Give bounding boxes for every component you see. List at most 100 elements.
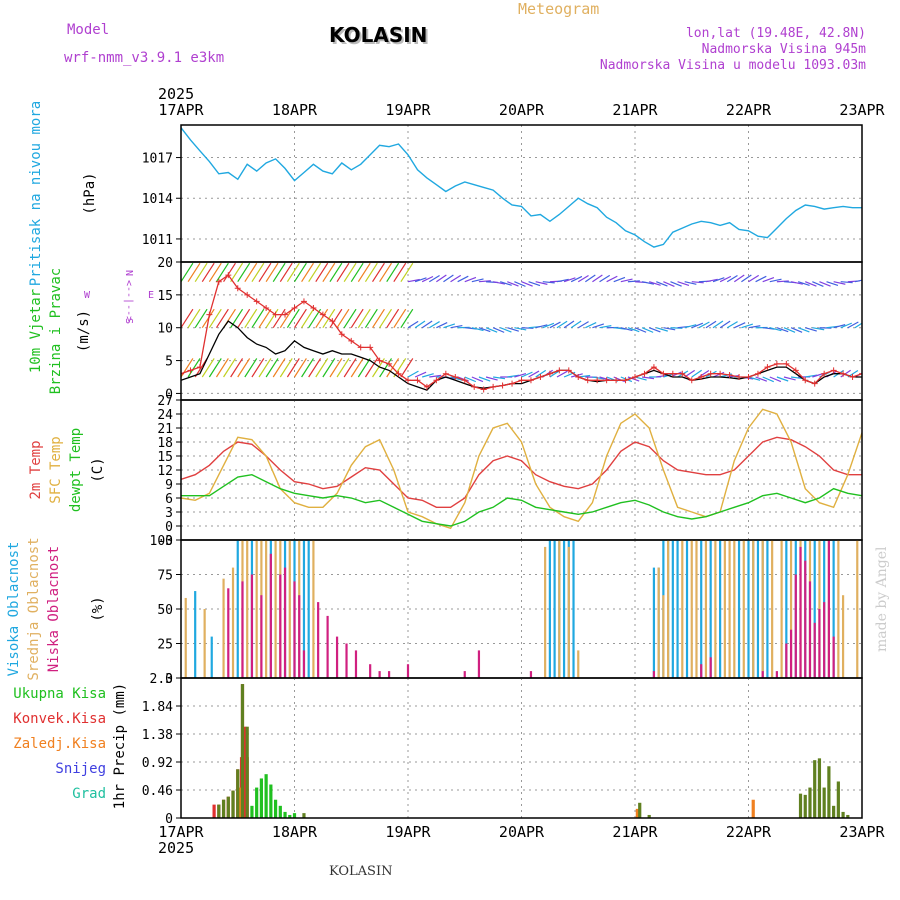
gust-point (263, 305, 270, 311)
time-tick-bottom-label: 18APR (272, 823, 318, 841)
wind-vector (237, 262, 251, 283)
wind-vector (733, 274, 745, 283)
wind-vector (364, 262, 378, 283)
wind-vector (478, 280, 491, 283)
wind-vector (790, 376, 804, 380)
bar-clouds (700, 540, 703, 678)
series-line-dewpt-temp (181, 473, 862, 527)
bar-clouds (856, 540, 859, 678)
wind-vector (471, 376, 484, 383)
time-tick-bottom-label: 17APR (158, 823, 204, 841)
panel-title-0: Visoka Oblacnost (6, 542, 22, 677)
wind-vector (776, 376, 789, 382)
bar-clouds (832, 636, 835, 678)
bar-clouds (184, 597, 187, 678)
panel-pressure: 1011 1014 1017 Pritisak na nivou mora (hPa) (28, 101, 863, 286)
wind-vector (393, 262, 407, 283)
wind-vector (315, 262, 329, 283)
city-title: KOLASIN (329, 23, 427, 47)
bar-precipitation (243, 726, 247, 818)
wind-vector (478, 376, 491, 382)
wind-vector (585, 274, 596, 283)
wind-vector (514, 372, 527, 378)
wind-vector (790, 327, 803, 333)
wind-vector (414, 277, 427, 283)
wind-vector (634, 327, 647, 333)
gust-point (736, 374, 743, 380)
wind-vector (478, 327, 491, 333)
bar-clouds (789, 629, 793, 678)
gust-point (253, 298, 260, 305)
wind-vector (428, 275, 440, 283)
wind-vector (492, 327, 505, 333)
wind-vector (379, 308, 393, 329)
y-tick-label: 25 (157, 638, 173, 653)
gust-point (556, 367, 563, 374)
wind-vector (570, 320, 582, 329)
wind-vector (272, 262, 286, 283)
wind-vector (840, 322, 853, 329)
wind-vector (755, 376, 768, 382)
time-tick-bottom-label: 21APR (612, 823, 658, 841)
wind-vector (215, 308, 229, 329)
wind-vector (656, 374, 669, 378)
wind-vector (208, 358, 222, 378)
wind-vector (577, 321, 589, 329)
wind-vector (805, 281, 817, 287)
bar-clouds (387, 671, 391, 678)
bar-clouds (567, 546, 570, 678)
bar-precipitation (259, 778, 263, 818)
gust-point (433, 377, 440, 384)
wind-vector (563, 320, 575, 329)
wind-vector (357, 308, 371, 329)
gust-point (300, 298, 307, 305)
gust-point (660, 370, 667, 377)
wind-vector (485, 376, 498, 381)
bar-precipitation (635, 808, 639, 818)
gust-point (849, 374, 856, 380)
y-tick-label: 0.92 (142, 756, 173, 771)
wind-vector (293, 308, 307, 329)
wind-vector (301, 262, 314, 283)
legend-4: Grad (72, 786, 106, 802)
legend-0: Ukupna Kisa (13, 686, 106, 702)
bar-clouds (756, 540, 760, 678)
bar-clouds (326, 615, 329, 678)
y-tick-label: 50 (157, 603, 173, 618)
series-line-sfc-temp (181, 408, 862, 530)
wind-vector (776, 327, 789, 333)
time-axis: 17APR 17APR 18APR 18APR 19APR 19APR 20APR 20APR… (158, 85, 886, 857)
wind-vector (535, 281, 548, 285)
wind-vector (194, 308, 208, 329)
wind-vector (421, 320, 433, 329)
gust-point (830, 367, 837, 374)
bar-clouds (813, 540, 816, 678)
wind-vector (251, 262, 265, 283)
wind-vector (620, 278, 633, 283)
y-tick-label: 100 (150, 534, 173, 549)
wind-vector (812, 327, 825, 331)
wind-vector (641, 327, 654, 333)
gust-point (575, 374, 582, 380)
wind-vector (684, 281, 697, 285)
direction-n: N (123, 270, 134, 276)
wind-vector (407, 370, 419, 378)
y-tick-label: 15 (157, 450, 173, 465)
bar-precipitation (832, 805, 836, 818)
wind-vector (762, 376, 774, 383)
bar-clouds (709, 540, 712, 678)
wind-vector (286, 262, 300, 283)
wind-vector (592, 376, 605, 380)
wind-vector (854, 279, 862, 283)
y-tick-label: 15 (157, 289, 173, 304)
bar-clouds (241, 581, 244, 678)
wind-vector (677, 281, 690, 287)
y-tick-label: 1011 (142, 233, 173, 248)
bar-clouds (709, 657, 712, 678)
wind-vector (429, 374, 442, 378)
gust-point (773, 360, 780, 367)
bar-precipitation (250, 805, 254, 818)
bar-precipitation (841, 811, 845, 818)
bar-clouds (562, 540, 566, 678)
y-tick-label: 5 (165, 355, 173, 370)
